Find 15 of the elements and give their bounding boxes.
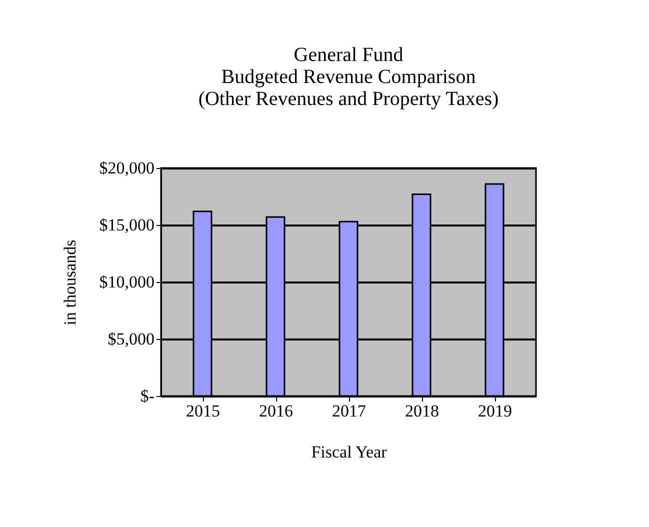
x-axis-title: Fiscal Year xyxy=(311,442,388,462)
y-tick-label: $10,000 xyxy=(99,272,154,292)
y-tick-label: $20,000 xyxy=(99,158,154,178)
x-tick-label: 2018 xyxy=(405,402,439,420)
text: Budgeted Revenue Comparison xyxy=(221,66,476,88)
text: General Fund xyxy=(294,44,404,66)
y-tick-label: $15,000 xyxy=(99,216,154,234)
text: (Other Revenues and Property Taxes) xyxy=(198,88,499,110)
x-tick-label: 2017 xyxy=(332,402,366,420)
x-tick-label: 2015 xyxy=(186,402,220,420)
y-tick-label: $- xyxy=(140,386,155,406)
y-tick-label: $5,000 xyxy=(108,330,154,348)
y-axis-title: in thousands xyxy=(60,240,80,326)
x-tick-label: 2019 xyxy=(478,402,512,420)
x-tick-label: 2016 xyxy=(259,402,293,420)
